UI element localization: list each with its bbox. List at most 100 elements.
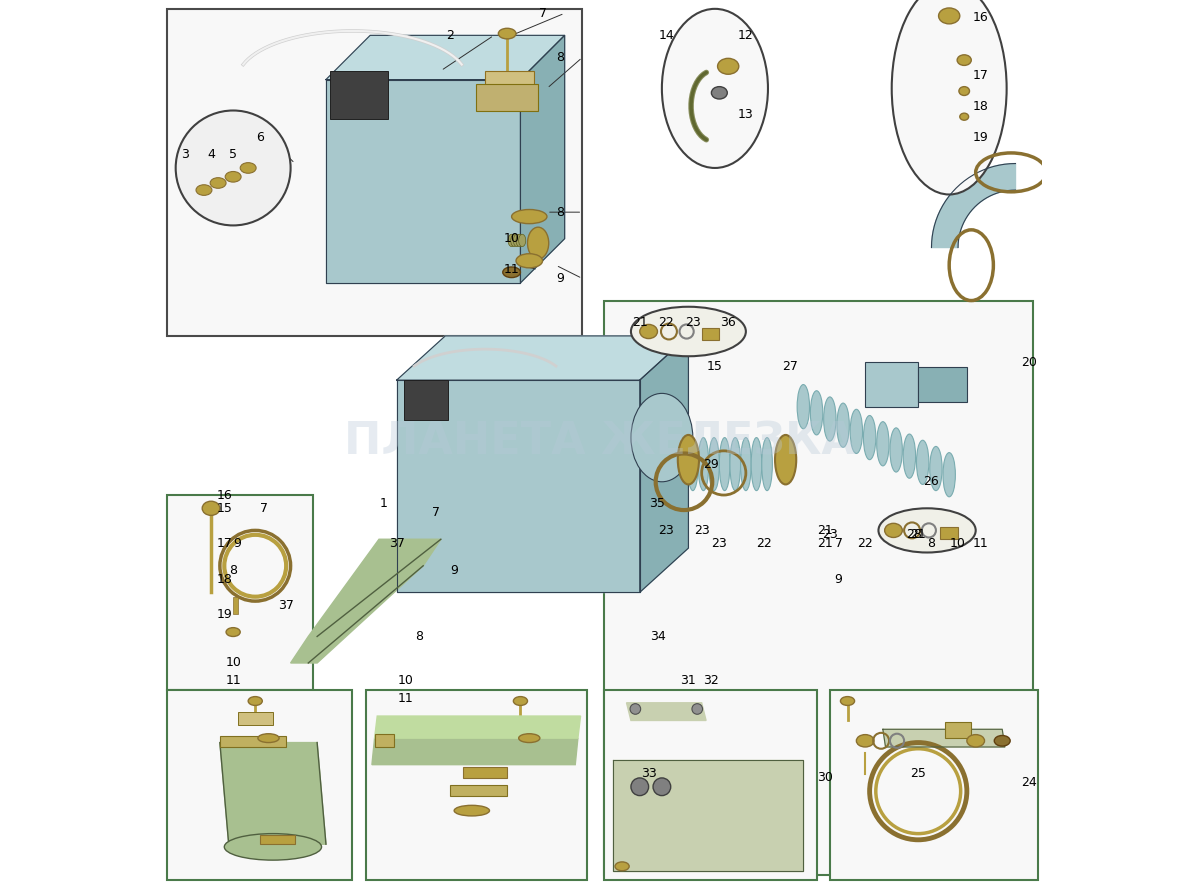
Text: 10: 10 [397, 674, 414, 687]
Text: 21: 21 [817, 524, 833, 537]
Ellipse shape [698, 438, 709, 491]
Text: 5: 5 [229, 149, 238, 161]
Ellipse shape [518, 734, 540, 743]
Ellipse shape [740, 438, 751, 491]
Polygon shape [374, 716, 581, 738]
Text: 7: 7 [835, 537, 842, 550]
Bar [450, 785, 508, 796]
Bar [167, 9, 582, 336]
Text: 29: 29 [703, 458, 719, 470]
Text: 11: 11 [226, 674, 241, 687]
Text: 8: 8 [928, 537, 936, 550]
Circle shape [653, 778, 671, 796]
Text: 24: 24 [1021, 776, 1037, 789]
Ellipse shape [518, 234, 526, 247]
Ellipse shape [904, 434, 916, 478]
Bar [941, 527, 958, 539]
Text: 16: 16 [972, 11, 988, 24]
Ellipse shape [258, 734, 280, 743]
Text: 15: 15 [216, 502, 233, 514]
Ellipse shape [960, 113, 968, 120]
Text: 19: 19 [216, 608, 232, 621]
Polygon shape [521, 35, 565, 283]
Text: 20: 20 [1021, 356, 1037, 369]
Ellipse shape [514, 234, 521, 247]
Bar [366, 690, 587, 880]
Bar [702, 328, 719, 340]
Polygon shape [372, 738, 578, 765]
Ellipse shape [810, 391, 823, 435]
Ellipse shape [958, 55, 971, 65]
Ellipse shape [840, 697, 854, 705]
Text: 18: 18 [216, 573, 233, 585]
Ellipse shape [640, 324, 658, 339]
Text: 3: 3 [180, 149, 188, 161]
Text: 14: 14 [659, 29, 674, 42]
Ellipse shape [631, 307, 746, 356]
Circle shape [630, 704, 641, 714]
Text: 8: 8 [557, 206, 564, 218]
Ellipse shape [917, 440, 929, 484]
Text: 22: 22 [857, 537, 874, 550]
Ellipse shape [226, 171, 241, 182]
Ellipse shape [240, 163, 256, 173]
Text: 22: 22 [756, 537, 772, 550]
Text: 9: 9 [835, 573, 842, 585]
Ellipse shape [516, 254, 542, 268]
Text: 21: 21 [817, 537, 833, 550]
Ellipse shape [959, 87, 970, 95]
Text: 31: 31 [680, 674, 696, 687]
Text: 23: 23 [712, 537, 727, 550]
Text: 9: 9 [450, 564, 458, 576]
Ellipse shape [631, 393, 692, 482]
Text: 15: 15 [707, 361, 722, 373]
Text: 8: 8 [229, 564, 238, 576]
Ellipse shape [248, 697, 263, 705]
Text: 27: 27 [782, 361, 798, 373]
Ellipse shape [514, 697, 528, 705]
Ellipse shape [516, 234, 523, 247]
Bar [330, 71, 388, 119]
Bar [485, 71, 534, 93]
Text: 36: 36 [720, 316, 736, 329]
Ellipse shape [967, 735, 984, 747]
Ellipse shape [762, 438, 773, 491]
Ellipse shape [850, 409, 863, 453]
Bar [220, 736, 286, 747]
Ellipse shape [511, 234, 517, 247]
Polygon shape [326, 35, 565, 80]
Ellipse shape [884, 523, 902, 537]
Text: 23: 23 [685, 316, 701, 329]
Ellipse shape [202, 501, 220, 515]
Ellipse shape [864, 415, 876, 460]
Ellipse shape [823, 397, 836, 441]
Ellipse shape [892, 0, 1007, 194]
Polygon shape [640, 336, 689, 592]
Text: 21: 21 [632, 316, 648, 329]
Text: 23: 23 [822, 529, 838, 541]
Ellipse shape [503, 267, 521, 278]
Text: 9: 9 [557, 272, 564, 285]
Bar [865, 362, 918, 407]
Bar [476, 84, 538, 110]
Bar [259, 835, 295, 844]
Ellipse shape [210, 178, 226, 188]
Ellipse shape [662, 9, 768, 168]
Polygon shape [397, 336, 689, 380]
Text: 18: 18 [972, 100, 988, 112]
Text: 10: 10 [226, 657, 241, 669]
Bar [463, 767, 508, 778]
Ellipse shape [878, 508, 976, 552]
Text: 37: 37 [278, 599, 294, 612]
Text: 11: 11 [397, 692, 413, 705]
Ellipse shape [730, 438, 740, 491]
Polygon shape [220, 743, 326, 844]
Bar [374, 734, 394, 747]
Polygon shape [397, 380, 640, 592]
Ellipse shape [719, 438, 730, 491]
Ellipse shape [877, 422, 889, 466]
Bar [944, 722, 971, 738]
Ellipse shape [616, 862, 629, 871]
Text: 28: 28 [906, 529, 922, 541]
Text: 9: 9 [234, 537, 241, 550]
